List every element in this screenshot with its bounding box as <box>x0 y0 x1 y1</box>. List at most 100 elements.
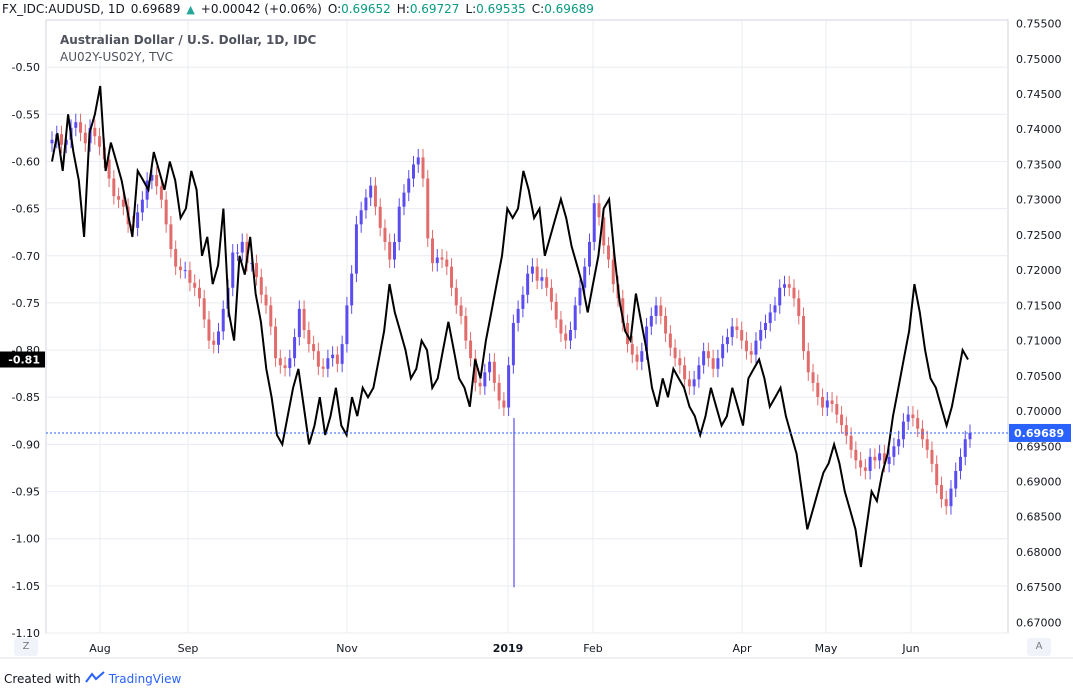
candle-body <box>968 432 972 440</box>
candle-body <box>354 224 358 274</box>
left-tick-label: -0.60 <box>12 155 40 168</box>
right-tick-label: 0.68000 <box>1016 546 1062 559</box>
candle-body <box>112 178 116 197</box>
candle-body <box>816 382 820 397</box>
candle-body <box>797 298 801 316</box>
candle-body <box>159 186 163 200</box>
candle-body <box>426 178 430 239</box>
left-tick-label: -0.90 <box>12 438 40 451</box>
candle-body <box>421 157 425 179</box>
candle-body <box>445 259 449 267</box>
candle-body <box>416 157 420 165</box>
candle-body <box>549 287 553 302</box>
x-tick-label: Nov <box>336 642 358 655</box>
candle-body <box>621 298 625 323</box>
candle-body <box>178 266 182 271</box>
legend: Australian Dollar / U.S. Dollar, 1D, IDC… <box>60 32 316 66</box>
candle-body <box>331 354 335 359</box>
candle-body <box>602 217 606 246</box>
candle-body <box>835 404 839 415</box>
candle-body <box>383 227 387 242</box>
footer: Created with TradingView <box>4 671 181 686</box>
candle-body <box>683 365 687 380</box>
candle-body <box>155 175 159 187</box>
close-label: C: <box>531 2 545 16</box>
candle-body <box>763 322 767 331</box>
candle-body <box>668 333 672 348</box>
candle-body <box>925 439 929 450</box>
candle-body <box>754 340 758 355</box>
symbol-label[interactable]: FX_IDC:AUDUSD, 1D <box>2 2 125 16</box>
right-tick-label: 0.73500 <box>1016 158 1062 171</box>
candle-body <box>335 354 339 364</box>
candle-body <box>359 210 363 225</box>
left-tick-label: -0.50 <box>12 61 40 74</box>
left-tick-label: -0.85 <box>12 391 40 404</box>
candle-body <box>687 379 691 387</box>
candle-body <box>821 396 825 408</box>
candle-body <box>83 132 87 144</box>
right-tick-label: 0.67000 <box>1016 616 1062 629</box>
left-tick-label: -0.95 <box>12 486 40 499</box>
candle-body <box>497 382 501 401</box>
candle-body <box>778 287 782 306</box>
candle-body <box>740 330 744 341</box>
candle-body <box>297 308 301 338</box>
candle-body <box>454 287 458 306</box>
candle-body <box>911 414 915 419</box>
candle-body <box>697 365 701 380</box>
candle-body <box>93 127 97 137</box>
price-change: +0.00042 (+0.06%) <box>200 2 322 16</box>
candle-body <box>526 273 530 295</box>
candle-body <box>930 449 934 464</box>
candle-body <box>440 257 444 260</box>
candle-body <box>916 418 920 429</box>
candle-body <box>183 270 187 272</box>
candle-body <box>920 428 924 440</box>
candle-body <box>592 203 596 242</box>
candle-body <box>492 361 496 383</box>
right-tick-label: 0.68500 <box>1016 511 1062 524</box>
candle-body <box>630 344 634 355</box>
candle-body <box>564 333 568 341</box>
candle-body <box>583 266 587 288</box>
candle-body <box>545 277 549 288</box>
right-tick-label: 0.71500 <box>1016 299 1062 312</box>
candle-body <box>882 453 886 464</box>
candle-body <box>906 414 910 422</box>
candle-body <box>74 122 78 128</box>
high-value: 0.69727 <box>409 2 460 16</box>
candle-body <box>578 287 582 306</box>
auto-scale-toggle-right[interactable]: A <box>1027 638 1051 656</box>
candle-body <box>735 326 739 331</box>
candle-body <box>136 212 140 228</box>
tradingview-brand[interactable]: TradingView <box>108 671 182 686</box>
candle-body <box>164 199 168 225</box>
candle-body <box>716 358 720 369</box>
close-value: 0.69689 <box>544 2 594 16</box>
candle-body <box>849 435 853 450</box>
right-tick-label: 0.70000 <box>1016 405 1062 418</box>
candle-body <box>773 305 777 313</box>
right-tick-label: 0.74000 <box>1016 123 1062 136</box>
header: FX_IDC:AUDUSD, 1D 0.69689 ▲ +0.00042 (+0… <box>2 2 594 16</box>
candle-body <box>231 252 235 288</box>
legend-title: Australian Dollar / U.S. Dollar, 1D, IDC <box>60 33 317 47</box>
candle-body <box>388 241 392 260</box>
log-scale-toggle-left[interactable]: Z <box>14 638 38 656</box>
candle-body <box>887 456 891 464</box>
candle-body <box>897 439 901 447</box>
candle-body <box>278 358 282 366</box>
candle-body <box>312 344 316 352</box>
candle-body <box>174 248 178 267</box>
candle-body <box>340 344 344 364</box>
candle-body <box>749 351 753 355</box>
candle-body <box>288 358 292 369</box>
candle-body <box>706 351 710 359</box>
candle-body <box>730 326 734 338</box>
candle-body <box>635 354 639 362</box>
candle-body <box>240 241 244 253</box>
candle-body <box>759 330 763 341</box>
candle-body <box>435 257 439 264</box>
candle-body <box>350 273 354 306</box>
